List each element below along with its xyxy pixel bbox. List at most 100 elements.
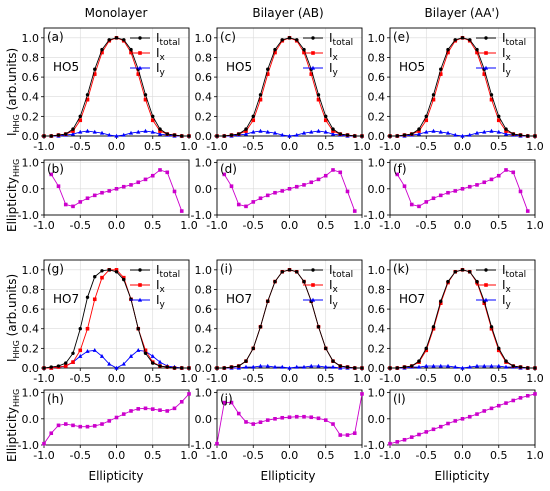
data-point [460,268,465,272]
data-point [280,189,285,193]
data-point [489,406,494,411]
legend-label: Iy [156,61,166,78]
data-point [489,177,494,182]
data-point [280,132,285,137]
y-tick-label: 1.0 [195,387,213,400]
data-point [258,128,263,133]
data-point [136,327,140,331]
data-point [114,268,119,272]
panel-label: (h) [47,392,64,406]
legend-marker [483,65,489,70]
data-point [295,270,299,274]
data-point [143,177,148,182]
data-point [410,132,414,136]
y-tick-label: 1.0 [368,264,386,277]
data-point [107,361,112,366]
data-point [121,132,126,137]
x-tick-label: -1.0 [33,372,54,385]
legend-marker [310,65,316,70]
y-tick-label: 1.0 [368,387,386,400]
data-point [402,365,407,369]
data-point [107,38,111,42]
data-point [222,172,227,177]
legend-marker [484,51,488,55]
data-point [229,365,234,369]
data-point [518,133,523,137]
data-point [251,114,255,119]
x-tick-label: 1.0 [526,140,544,153]
data-point [503,131,509,136]
panel-f: -1.0 -0.5 0.0 0.5 1.0 -1.0 0.0 1.0 (f) [364,157,544,232]
data-point [187,366,191,370]
data-point [287,365,292,370]
data-point [143,348,148,353]
data-point [438,193,443,198]
data-point [229,184,234,188]
data-point [273,47,277,52]
y-tick-label: 0.8 [22,283,40,296]
y-tick-label: 0.6 [195,71,213,84]
data-point [360,134,364,138]
data-point [150,118,155,123]
data-point [417,127,421,131]
data-point [236,411,241,416]
x-tick-label: -1.0 [206,372,227,385]
data-point [151,114,155,119]
x-tick-label: 0.0 [108,449,126,462]
data-point [158,364,162,368]
data-point [504,127,508,131]
data-point [453,364,458,369]
data-point [395,366,399,370]
data-point [78,348,83,353]
data-point [143,97,148,102]
data-point [63,202,68,207]
data-point [42,441,46,446]
data-point [431,97,436,102]
legend-label: Itotal [156,31,180,48]
y-tick-label: 0.6 [368,303,386,316]
data-point [338,132,342,136]
x-tick-label: 0.5 [144,219,162,232]
legend-label: Ix [156,278,166,295]
data-point [431,325,436,329]
data-point [475,183,479,187]
data-point [100,422,104,426]
data-point [280,364,285,369]
data-point [518,396,523,400]
data-point [273,417,277,421]
y-tick-label: 0.8 [195,51,213,64]
x-tick-label: 1.0 [353,449,371,462]
panel-a: -1.0 -0.5 0.0 0.5 1.0 0.0 0.2 0.4 0.6 0.8 1.0 (a) HO… [22,27,198,153]
data-point [489,97,494,102]
x-tick-label: -0.5 [416,449,437,462]
legend-label: Itotal [502,31,526,48]
data-point [158,127,162,131]
data-point [165,409,170,413]
legend-label-main: I [156,61,160,75]
data-point [258,93,263,97]
data-point [410,364,414,368]
data-point [114,365,119,370]
data-point [222,400,227,405]
x-tick-label: 0.0 [454,219,472,232]
data-point [526,134,530,138]
y-tick-label: 0.0 [195,183,213,196]
data-point [301,130,307,135]
harmonic-label: HO5 [226,60,252,74]
legend-label-main: I [502,278,506,292]
data-point [482,409,487,413]
data-point [265,72,270,76]
data-point [129,50,133,55]
data-point [85,295,90,300]
data-point [453,270,457,274]
data-point [302,50,306,55]
data-point [497,114,501,119]
data-point [150,129,155,134]
data-point [294,414,299,419]
data-point [446,47,450,52]
panel-label: (j) [220,392,233,406]
y-tick-label: 0.0 [195,130,213,143]
data-point [417,359,421,363]
data-point [467,132,472,137]
